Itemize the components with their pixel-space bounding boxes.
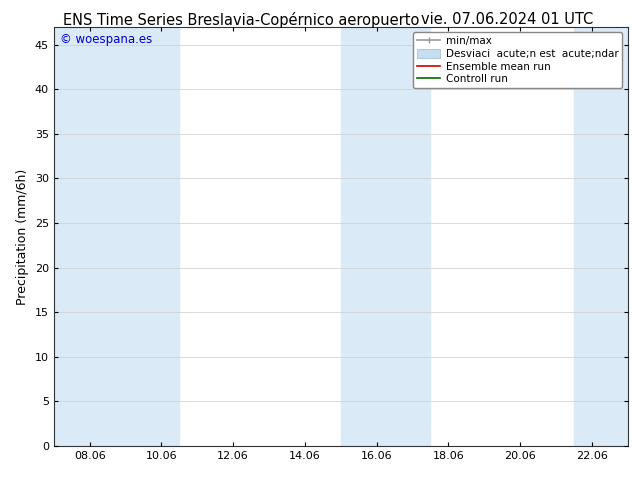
Text: vie. 07.06.2024 01 UTC: vie. 07.06.2024 01 UTC xyxy=(421,12,593,27)
Bar xyxy=(574,27,628,446)
Bar xyxy=(341,27,430,446)
Text: ENS Time Series Breslavia-Copérnico aeropuerto: ENS Time Series Breslavia-Copérnico aero… xyxy=(63,12,419,28)
Y-axis label: Precipitation (mm/6h): Precipitation (mm/6h) xyxy=(16,168,29,305)
Legend: min/max, Desviaci  acute;n est  acute;ndar, Ensemble mean run, Controll run: min/max, Desviaci acute;n est acute;ndar… xyxy=(413,32,623,88)
Bar xyxy=(54,27,108,446)
Text: © woespana.es: © woespana.es xyxy=(60,33,152,46)
Bar xyxy=(108,27,179,446)
